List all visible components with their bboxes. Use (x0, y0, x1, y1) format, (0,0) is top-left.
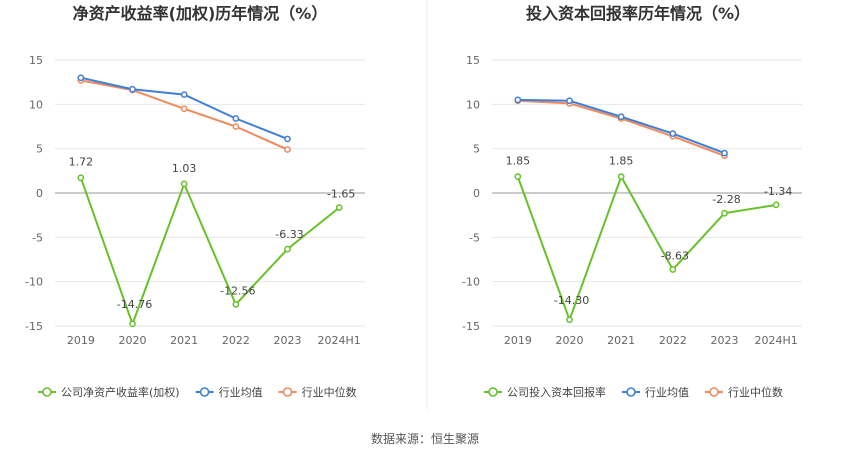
legend-marker-icon (42, 387, 52, 397)
legend-item-avg: 行业均值 (195, 386, 263, 399)
legend-label: 公司净资产收益率(加权) (61, 385, 180, 399)
x-tick-label: 2021 (170, 334, 198, 347)
y-tick-label: -15 (25, 320, 43, 333)
legend-item-avg: 行业均值 (622, 386, 689, 399)
series-line-company (79, 177, 340, 327)
data-label: -1.65 (327, 188, 355, 201)
data-point-avg (617, 113, 625, 121)
data-point-avg (514, 96, 522, 104)
data-point-company (566, 316, 573, 324)
data-label: 1.03 (172, 162, 197, 175)
data-point-company (77, 174, 85, 182)
y-tick-label: -10 (25, 276, 43, 289)
data-point-company (617, 173, 625, 180)
x-tick-label: 2023 (274, 334, 302, 347)
legend-label: 行业中位数 (302, 385, 357, 399)
y-tick-label: 15 (29, 54, 43, 67)
legend-item-median: 行业中位数 (705, 385, 783, 399)
chart-title: 净资产收益率(加权)历年情况（%） (73, 4, 328, 23)
legend-item-company: 公司净资产收益率(加权) (38, 385, 180, 399)
data-point-avg (77, 74, 85, 82)
x-tick-label: 2023 (711, 334, 739, 347)
x-tick-label: 2019 (504, 334, 532, 347)
x-tick-label: 2019 (67, 334, 95, 347)
data-point-company (284, 245, 291, 253)
data-label: -6.33 (275, 228, 303, 241)
data-label: -12.56 (220, 284, 255, 297)
data-point-company (335, 204, 343, 211)
data-point-company (721, 209, 728, 217)
y-tick-label: -10 (462, 276, 480, 289)
series-line-median (517, 99, 725, 157)
y-tick-label: -5 (469, 231, 480, 244)
legend-marker-icon (282, 387, 293, 397)
legend-marker-icon (199, 387, 210, 397)
data-label: 1.85 (506, 155, 531, 168)
x-tick-label: 2024H1 (318, 334, 361, 347)
data-label: 1.72 (69, 156, 94, 169)
data-point-median (232, 123, 240, 130)
data-point-company (129, 320, 136, 328)
legend-label: 行业均值 (219, 386, 263, 399)
data-label: -8.63 (661, 250, 689, 263)
data-point-median (284, 146, 291, 153)
data-point-avg (129, 85, 136, 93)
x-tick-label: 2022 (659, 334, 687, 347)
y-tick-label: -15 (462, 320, 480, 333)
data-point-company (772, 201, 780, 209)
data-point-avg (669, 130, 677, 137)
data-point-company (514, 173, 522, 180)
data-point-company (180, 180, 188, 188)
legend-marker-icon (488, 387, 498, 397)
series-line-median (80, 79, 288, 151)
y-tick-label: 5 (473, 143, 480, 156)
data-label: -14.76 (117, 298, 152, 311)
data-label: -14.30 (554, 294, 589, 307)
legend-item-median: 行业中位数 (278, 385, 357, 399)
series-line-company (516, 174, 777, 323)
data-point-company (669, 266, 677, 273)
y-tick-label: 10 (466, 98, 480, 111)
data-point-avg (721, 149, 728, 157)
legend-item-company: 公司投入资本回报率 (484, 385, 606, 399)
data-point-company (232, 301, 240, 308)
legend-marker-icon (709, 387, 719, 397)
y-tick-label: -5 (32, 231, 43, 244)
source-note: 数据来源：恒生聚源 (370, 432, 479, 446)
chart-panel-1: 净资产收益率(加权)历年情况（%） 15 10 5 0 -5 -10 -15 2019 2020 2… (25, 4, 365, 399)
legend-marker-icon (626, 387, 636, 397)
y-tick-label: 15 (466, 54, 480, 67)
x-tick-label: 2020 (556, 334, 584, 347)
data-point-avg (180, 91, 188, 98)
y-tick-label: 0 (36, 187, 43, 200)
data-point-avg (566, 97, 573, 105)
legend-label: 行业均值 (645, 386, 689, 399)
data-label: -1.34 (764, 185, 792, 198)
chart-panel-2: 投入资本回报率历年情况（%） 15 10 5 0 -5 -10 -15 2019 2020 2021… (462, 4, 802, 399)
y-tick-label: 10 (29, 98, 43, 111)
data-point-avg (232, 115, 240, 122)
x-tick-label: 2022 (222, 334, 250, 347)
data-point-median (180, 105, 188, 113)
y-tick-label: 5 (36, 143, 43, 156)
data-label: 1.85 (609, 155, 634, 168)
x-tick-label: 2020 (119, 334, 147, 347)
data-label: -2.28 (712, 193, 740, 206)
legend-label: 公司投入资本回报率 (507, 385, 606, 399)
data-point-avg (284, 135, 291, 143)
x-tick-label: 2021 (607, 334, 635, 347)
y-tick-label: 0 (473, 187, 480, 200)
legend-label: 行业中位数 (728, 385, 783, 399)
chart-title: 投入资本回报率历年情况（%） (526, 4, 750, 23)
x-tick-label: 2024H1 (755, 334, 798, 347)
